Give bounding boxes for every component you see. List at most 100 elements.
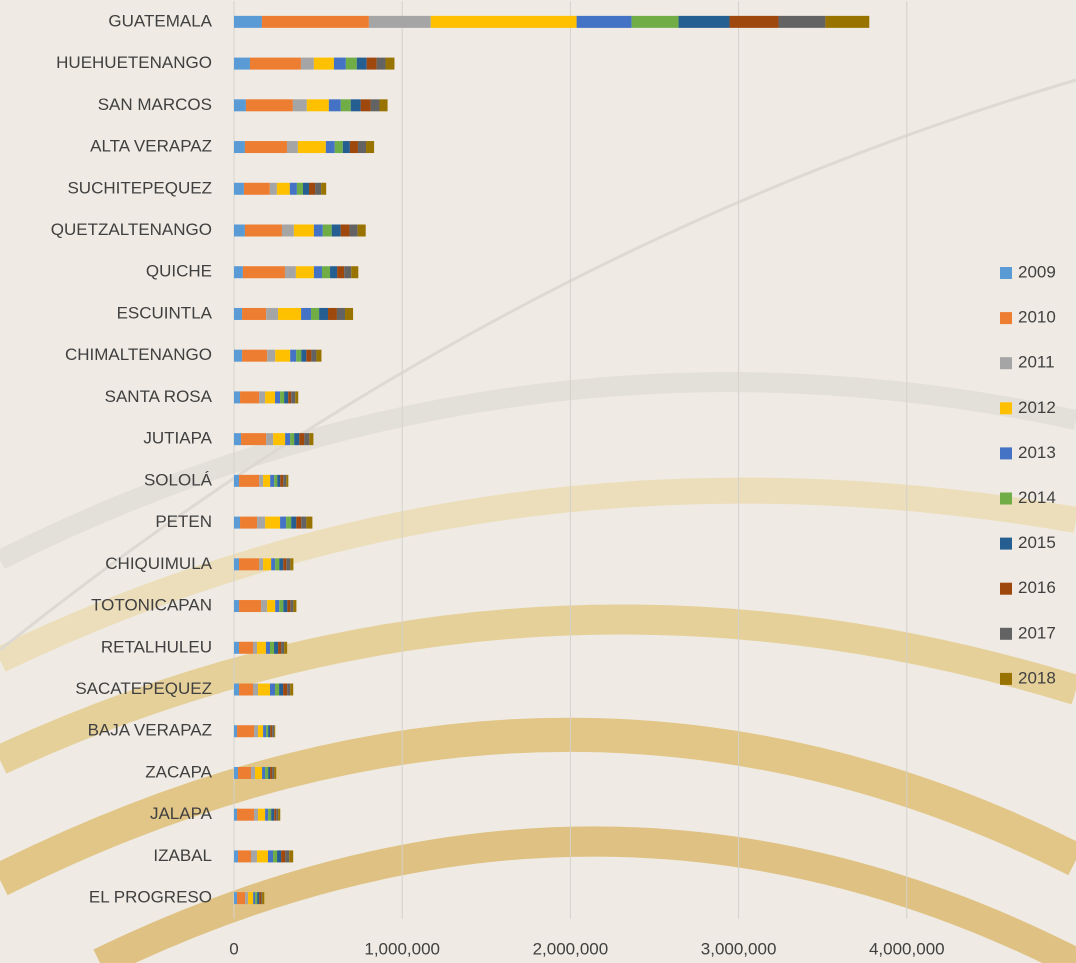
bar-segment (296, 517, 301, 529)
bar-segment (268, 725, 270, 737)
bar-segment (286, 558, 290, 570)
bar-segment (234, 517, 240, 529)
x-tick-label: 4,000,000 (869, 939, 945, 958)
bar-segment (345, 308, 353, 320)
bar-segment (335, 141, 343, 153)
bar-segment (234, 850, 238, 862)
bar-segment (266, 433, 273, 445)
bar-segment (265, 517, 280, 529)
y-tick-label: GUATEMALA (108, 11, 212, 30)
bar-segment (279, 684, 283, 696)
bar-segment (234, 391, 240, 403)
bar-segment (322, 266, 330, 278)
y-tick-label: ESCUINTLA (117, 303, 213, 322)
bar-segment (274, 475, 277, 487)
x-tick-label: 3,000,000 (701, 939, 777, 958)
bar-segment (278, 308, 301, 320)
bar-segment (321, 183, 326, 195)
bar-segment (296, 350, 301, 362)
bar-segment (326, 141, 335, 153)
legend-label: 2018 (1018, 668, 1056, 687)
bar-segment (290, 558, 293, 570)
bar-segment (379, 99, 387, 111)
bar-segment (261, 892, 262, 904)
y-tick-label: QUETZALTENANGO (51, 220, 212, 239)
y-tick-label: SACATEPEQUEZ (75, 679, 212, 698)
bar-segment (274, 642, 278, 654)
legend-swatch (1000, 357, 1012, 369)
bar-segment (270, 183, 277, 195)
y-tick-label: JALAPA (150, 804, 213, 823)
y-tick-label: QUICHE (146, 262, 212, 281)
bar-segment (234, 266, 243, 278)
bar-segment (367, 58, 377, 70)
y-tick-label: ALTA VERAPAZ (90, 137, 212, 156)
bar-segment (234, 183, 244, 195)
bar-segment (351, 266, 358, 278)
bar-segment (239, 558, 259, 570)
bar-segment (341, 99, 351, 111)
bar-segment (358, 225, 366, 237)
bar-segment (237, 809, 254, 821)
bar-segment (245, 141, 287, 153)
bar-segment (281, 850, 285, 862)
bar-segment (290, 684, 293, 696)
bar-segment (309, 183, 315, 195)
bar-segment (245, 225, 282, 237)
legend-swatch (1000, 493, 1012, 505)
bar-segment (234, 475, 239, 487)
bar-segment (259, 475, 263, 487)
bar-segment (280, 391, 284, 403)
bar-segment (272, 725, 274, 737)
y-tick-label: CHIMALTENANGO (65, 345, 212, 364)
bar-segment (277, 183, 290, 195)
y-tick-label: SOLOLÁ (144, 470, 213, 489)
bar-segment (281, 642, 284, 654)
bar-segment (307, 99, 329, 111)
bar-segment (270, 767, 272, 779)
bar-segment (265, 767, 268, 779)
bar-segment (298, 141, 326, 153)
bar-segment (386, 58, 395, 70)
bar-segment (290, 350, 296, 362)
bar-segment (266, 308, 278, 320)
bar-segment (275, 558, 279, 570)
bar-segment (319, 308, 328, 320)
bar-segment (263, 558, 271, 570)
bar-segment (285, 850, 289, 862)
bar-segment (306, 350, 311, 362)
y-tick-label: BAJA VERAPAZ (88, 721, 212, 740)
bar-segment (369, 16, 431, 28)
bar-segment (337, 266, 344, 278)
bar-segment (275, 350, 290, 362)
bar-segment (251, 767, 255, 779)
page: 01,000,0002,000,0003,000,0004,000,000GUA… (0, 0, 1076, 963)
bar-segment (284, 642, 287, 654)
bar-segment (299, 433, 304, 445)
bar-segment (268, 767, 270, 779)
bar-segment (311, 308, 319, 320)
bar-segment (293, 99, 307, 111)
bar-segment (679, 16, 730, 28)
bar-segment (259, 391, 265, 403)
bar-segment (234, 558, 239, 570)
bar-segment (329, 99, 341, 111)
bar-segment (314, 266, 322, 278)
legend-label: 2014 (1018, 488, 1056, 507)
bar-segment (431, 16, 577, 28)
bar-segment (234, 141, 245, 153)
bar-segment (245, 892, 248, 904)
bar-segment (309, 433, 313, 445)
y-tick-label: SAN MARCOS (98, 95, 212, 114)
x-tick-label: 2,000,000 (533, 939, 609, 958)
bar-segment (296, 266, 314, 278)
bar-segment (357, 58, 367, 70)
legend-label: 2016 (1018, 578, 1056, 597)
bar-segment (254, 725, 258, 737)
bar-segment (291, 391, 295, 403)
bar-segment (344, 266, 351, 278)
bar-segment (341, 225, 350, 237)
bar-segment (286, 475, 288, 487)
bar-segment (240, 391, 259, 403)
bar-segment (293, 600, 296, 612)
